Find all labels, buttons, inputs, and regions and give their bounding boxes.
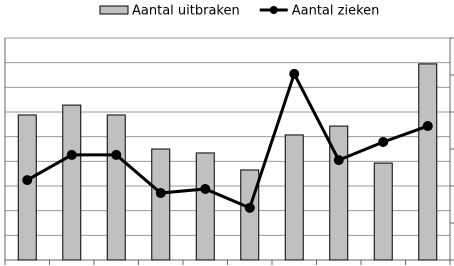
marker — [422, 121, 433, 132]
marker — [378, 136, 389, 147]
bar — [240, 169, 260, 261]
legend-swatch — [99, 5, 129, 15]
marker — [200, 183, 211, 194]
bar — [418, 63, 438, 261]
bar — [195, 152, 215, 261]
marker — [22, 175, 33, 186]
marker — [111, 149, 122, 160]
bar — [62, 104, 82, 261]
legend-marker — [269, 6, 278, 14]
marker — [333, 155, 344, 166]
marker — [155, 188, 166, 199]
bar — [17, 114, 37, 261]
legend-label: Aantal uitbraken — [132, 4, 240, 19]
bar — [373, 162, 393, 261]
bar — [106, 114, 126, 261]
marker — [244, 202, 255, 213]
bar — [151, 148, 171, 261]
marker — [66, 149, 77, 160]
bar — [284, 134, 304, 261]
marker — [289, 68, 300, 79]
line — [26, 70, 429, 210]
legend-label: Aantal zieken — [292, 4, 380, 19]
